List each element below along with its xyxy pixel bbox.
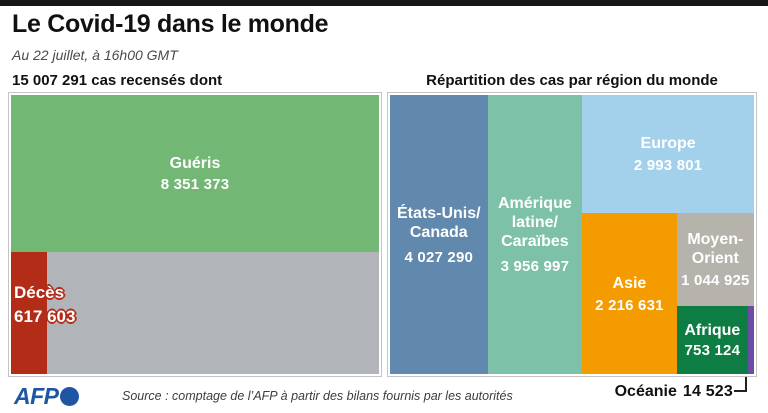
middle-east-label-line2: Orient [691,250,739,268]
right-chart-header: Répartition des cas par région du monde [426,72,718,89]
africa-label: Afrique [684,322,741,340]
asia-label: Asie [612,274,647,292]
usa-canada-value: 4 027 290 [404,248,474,266]
latam-label-group: Amérique latine/ Caraïbes 3 956 997 [488,95,583,374]
treemap-block-asia: Asie 2 216 631 [582,213,677,374]
middle-east-value: 1 044 925 [681,272,750,290]
middle-east-label-group: Moyen- Orient 1 044 925 [677,213,754,306]
usa-canada-label-line1: États-Unis/ [396,204,481,222]
latam-label-line3: Caraïbes [501,233,569,250]
treemap-subcolumn: Moyen- Orient 1 044 925 Afrique 753 124 [676,213,754,374]
treemap-block-latam: Amérique latine/ Caraïbes 3 956 997 [487,95,583,374]
source-credit: Source : comptage de l’AFP à partir des … [122,389,513,403]
oceania-callout-label: Océanie 14 523 [545,383,733,401]
oceania-label: Océanie [614,383,677,400]
date-subtitle: Au 22 juillet, à 16h00 GMT [12,47,178,63]
latam-value: 3 956 997 [500,258,570,275]
treemap-subcolumn-bottom: Afrique 753 124 [676,306,754,374]
treemap-outcomes: Guéris 8 351 373 Décès 617 603 [8,92,382,377]
left-chart-header: 15 007 291 cas recensés dont [12,72,223,89]
usa-canada-label-group: États-Unis/ Canada 4 027 290 [390,95,488,374]
treemap-block-recovered: Guéris 8 351 373 [11,95,379,253]
africa-value: 753 124 [684,342,741,360]
afp-logo: AFP [14,383,79,410]
treemap-regions: États-Unis/ Canada 4 027 290 Amérique la… [387,92,757,377]
africa-label-group: Afrique 753 124 [677,306,748,374]
latam-label-line2: latine/ [511,214,558,231]
top-bar [0,0,768,6]
treemap-block-deaths [11,252,47,374]
europe-label-group: Europe 2 993 801 [582,95,754,213]
middle-east-label-line1: Moyen- [687,231,744,249]
deaths-label-group: Décès 617 603 [14,281,75,329]
treemap-bottom-row [11,252,379,374]
deaths-value: 617 603 [14,307,76,326]
deaths-label: Décès [14,283,65,302]
recovered-label: Guéris [169,155,221,173]
usa-canada-label-line2: Canada [409,223,468,241]
page-title: Le Covid-19 dans le monde [12,10,329,38]
europe-label: Europe [640,135,696,153]
treemap-block-europe: Europe 2 993 801 [582,95,754,214]
treemap-rest-bottom: Asie 2 216 631 Moyen- Orient 1 044 925 [582,213,754,374]
afp-logo-text: AFP [14,383,59,409]
recovered-label-group: Guéris 8 351 373 [11,95,379,252]
treemap-block-middle-east: Moyen- Orient 1 044 925 [676,213,754,307]
oceania-callout-line-vertical [745,377,747,392]
treemap-block-active [47,252,379,374]
latam-label-line1: Amérique [497,195,572,212]
treemap-block-oceania-sliver [748,306,754,374]
asia-value: 2 216 631 [595,296,664,314]
oceania-callout-line-horizontal [734,390,747,392]
recovered-value: 8 351 373 [160,176,230,194]
oceania-value: 14 523 [682,383,733,400]
treemap-right-region: Europe 2 993 801 Asie 2 216 631 Moyen- O… [582,95,754,374]
treemap-block-usa-canada: États-Unis/ Canada 4 027 290 [390,95,488,374]
europe-value: 2 993 801 [633,157,703,175]
treemap-block-africa: Afrique 753 124 [676,306,748,374]
asia-label-group: Asie 2 216 631 [582,213,677,374]
afp-globe-icon [59,387,79,406]
